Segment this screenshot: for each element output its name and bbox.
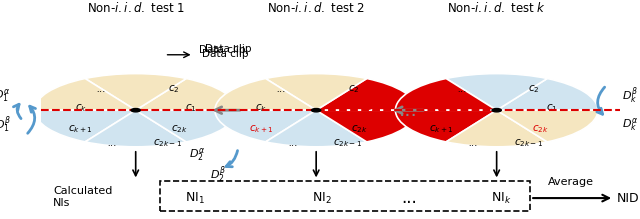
Wedge shape	[136, 110, 237, 142]
Text: $c_{2k}$: $c_{2k}$	[532, 123, 548, 135]
Wedge shape	[35, 78, 136, 110]
Text: Average: Average	[548, 177, 593, 187]
Text: $c_k$: $c_k$	[75, 102, 87, 114]
Text: $D_1^\beta$: $D_1^\beta$	[0, 115, 11, 135]
Wedge shape	[446, 74, 547, 110]
Text: Non-$\it{i.i.d.}$ test 1: Non-$\it{i.i.d.}$ test 1	[86, 1, 185, 15]
Text: NI$_1$: NI$_1$	[185, 191, 205, 206]
Text: Non-$\it{i.i.d.}$ test 2: Non-$\it{i.i.d.}$ test 2	[267, 1, 365, 15]
Text: Data clip: Data clip	[205, 44, 252, 54]
Text: $c_2$: $c_2$	[168, 83, 179, 95]
Text: $c_{2k-1}$: $c_{2k-1}$	[333, 137, 363, 148]
Text: $c_{k+1}$: $c_{k+1}$	[249, 123, 274, 135]
Text: ...: ...	[468, 138, 478, 148]
Wedge shape	[215, 110, 316, 142]
Text: Non-$\it{i.i.d.}$ test $k$: Non-$\it{i.i.d.}$ test $k$	[447, 1, 546, 15]
Text: $c_{2k}$: $c_{2k}$	[171, 123, 188, 135]
Circle shape	[312, 109, 321, 112]
Text: $c_1$: $c_1$	[185, 102, 196, 114]
Wedge shape	[215, 78, 316, 110]
Wedge shape	[266, 110, 367, 147]
Circle shape	[492, 109, 501, 112]
Text: NI$_2$: NI$_2$	[312, 191, 332, 206]
Text: $D_2^\beta$: $D_2^\beta$	[210, 165, 226, 185]
Text: NID: NID	[617, 192, 639, 205]
Text: ...: ...	[399, 101, 418, 120]
Text: ...: ...	[276, 84, 286, 94]
Text: ...: ...	[457, 84, 467, 94]
Wedge shape	[136, 78, 237, 110]
Text: Data clip: Data clip	[199, 44, 246, 55]
FancyBboxPatch shape	[160, 181, 530, 211]
Text: ...: ...	[288, 138, 298, 148]
Text: ...: ...	[108, 138, 117, 148]
Wedge shape	[35, 110, 136, 142]
Text: $c_{k+1}$: $c_{k+1}$	[429, 123, 454, 135]
Text: $c_{2k-1}$: $c_{2k-1}$	[514, 137, 543, 148]
Text: ...: ...	[401, 189, 417, 207]
Text: Data clip: Data clip	[202, 49, 249, 59]
Text: Calculated
NIs: Calculated NIs	[53, 186, 113, 208]
Text: $c_2$: $c_2$	[348, 83, 360, 95]
Wedge shape	[266, 74, 367, 110]
Wedge shape	[446, 110, 547, 147]
Text: $c_2$: $c_2$	[529, 83, 540, 95]
Wedge shape	[85, 110, 186, 147]
Wedge shape	[316, 110, 417, 142]
Text: $c_{2k-1}$: $c_{2k-1}$	[153, 137, 182, 148]
Text: ...: ...	[96, 84, 106, 94]
Text: $c_{k+1}$: $c_{k+1}$	[68, 123, 93, 135]
Wedge shape	[396, 78, 497, 110]
Text: $c_1$: $c_1$	[365, 102, 377, 114]
Text: $c_k$: $c_k$	[255, 102, 268, 114]
Text: $D_1^\alpha$: $D_1^\alpha$	[0, 87, 11, 104]
Text: $D_k^\beta$: $D_k^\beta$	[621, 85, 637, 106]
Text: $D_2^\alpha$: $D_2^\alpha$	[189, 146, 205, 163]
Wedge shape	[497, 78, 598, 110]
Text: $c_1$: $c_1$	[546, 102, 557, 114]
Wedge shape	[497, 110, 598, 142]
Circle shape	[131, 109, 140, 112]
Text: NI$_k$: NI$_k$	[491, 191, 511, 206]
Wedge shape	[396, 110, 497, 142]
Wedge shape	[316, 78, 417, 110]
Text: $c_{2k}$: $c_{2k}$	[351, 123, 368, 135]
Text: $D_k^\alpha$: $D_k^\alpha$	[621, 116, 638, 133]
Wedge shape	[85, 74, 186, 110]
Text: $c_k$: $c_k$	[436, 102, 448, 114]
